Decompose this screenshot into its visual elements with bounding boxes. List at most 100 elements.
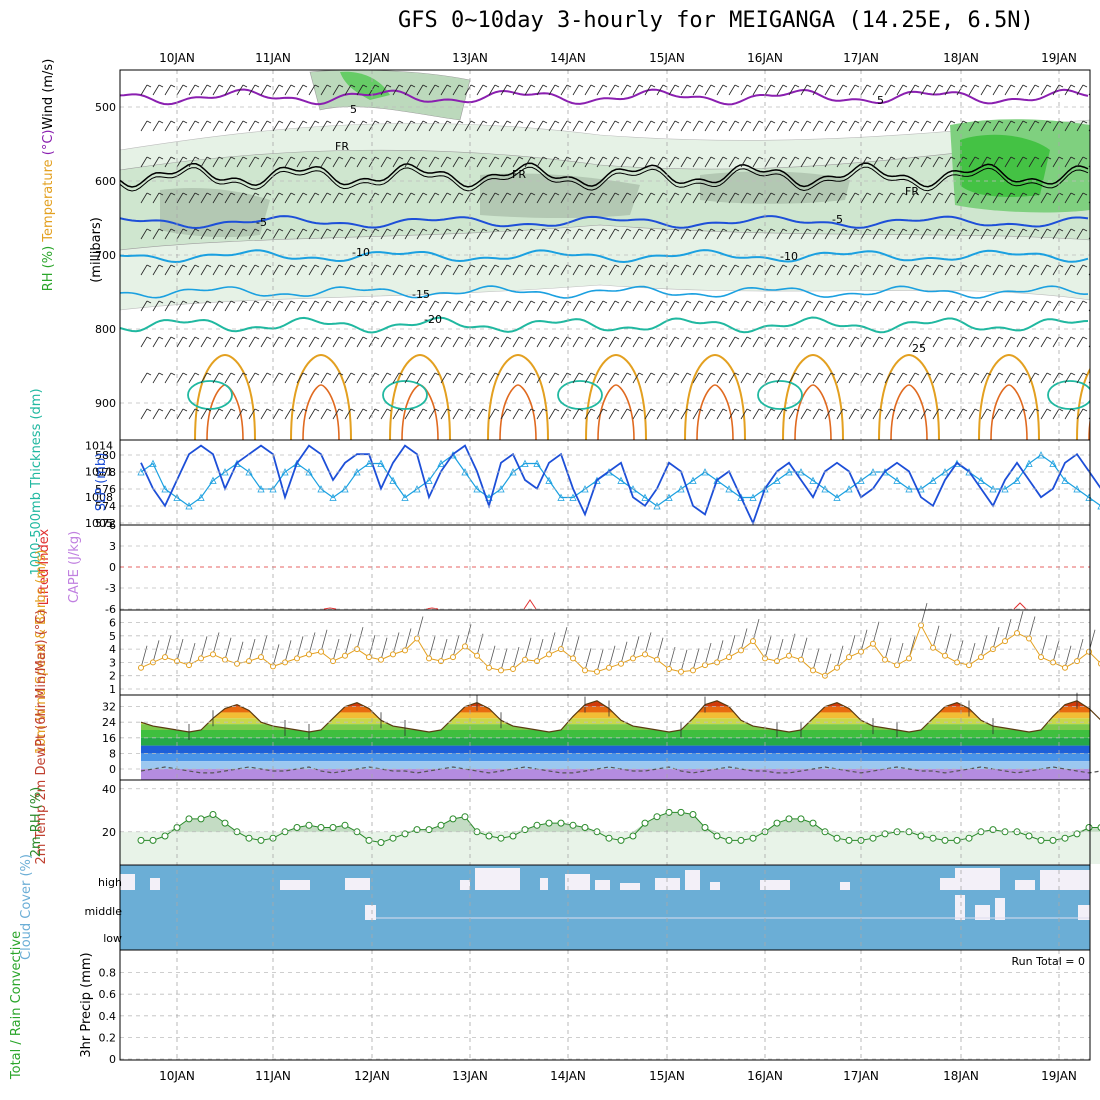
wind-barb: [476, 300, 484, 312]
wind-barb-flag: [1046, 300, 1052, 304]
wind-barb-flag: [722, 300, 728, 304]
cape-tick-label: 0: [109, 561, 116, 574]
wind-barb: [1076, 84, 1084, 96]
wind-barb: [620, 120, 628, 132]
wind-barb-10m: [848, 634, 856, 658]
wind-barb-10m: [584, 648, 592, 671]
wind-barb: [728, 156, 736, 168]
wind-barb: [392, 84, 400, 96]
wind-barb: [728, 84, 736, 96]
wind-barb: [740, 336, 748, 348]
wind-speed-point: [1002, 638, 1008, 645]
wind-barb: [440, 336, 448, 348]
wind-barb: [284, 120, 292, 132]
wind-barb: [764, 84, 772, 96]
wind-barb: [476, 192, 484, 204]
wind-barb: [848, 228, 856, 240]
wind-barb: [1064, 84, 1072, 96]
wind-barb: [632, 84, 640, 96]
wind-barb: [968, 156, 976, 168]
wind-barb: [824, 408, 832, 420]
wind-barb: [680, 264, 688, 276]
wind-barb-flag: [734, 120, 740, 124]
contour-25-dome: [487, 353, 549, 440]
wind-barb: [416, 264, 424, 276]
wind-barb-flag: [662, 336, 668, 340]
wind-barb: [440, 156, 448, 168]
wind-barb: [416, 84, 424, 96]
wind-barb: [752, 192, 760, 204]
wind-barb: [260, 84, 268, 96]
cloud-gap: [685, 870, 700, 890]
wind-barb: [404, 300, 412, 312]
wind-barb: [548, 156, 556, 168]
wind-barb: [800, 120, 808, 132]
wind-barb: [920, 228, 928, 240]
wind-barb-flag: [206, 120, 212, 124]
wind-barb: [1028, 300, 1036, 312]
wind-barb-flag: [674, 228, 680, 232]
wind-barb-flag: [626, 192, 632, 196]
wind-barb: [692, 84, 700, 96]
wind-barb: [728, 300, 736, 312]
wind-barb: [488, 120, 496, 132]
wind-barb-flag: [218, 120, 224, 124]
slp-tick-label: 1014: [85, 440, 113, 453]
wind-barb-flag: [1034, 192, 1040, 196]
wind-barb: [284, 264, 292, 276]
wind-barb: [344, 408, 352, 420]
wind-barb: [152, 228, 160, 240]
wind-barb-flag: [482, 192, 488, 196]
wind-barb: [932, 300, 940, 312]
rh-point: [293, 824, 301, 831]
wind-barb-flag: [338, 372, 344, 376]
wind-barb-flag: [458, 228, 464, 232]
wind-barb-flag: [986, 372, 992, 376]
wind-barb-flag: [1058, 156, 1064, 160]
wind-barb: [944, 372, 952, 384]
rh-point: [329, 824, 337, 831]
wind-barb-flag: [170, 336, 176, 340]
wind-barb: [176, 300, 184, 312]
wind-barb: [284, 408, 292, 420]
wind-barb: [572, 156, 580, 168]
wind-barb: [656, 120, 664, 132]
wind-barb-flag: [290, 372, 296, 376]
cloud-content: [120, 865, 1090, 950]
wind-barb-flag: [998, 120, 1004, 124]
cloud-gap: [655, 878, 680, 890]
wind-barb: [596, 408, 604, 420]
wind-barb-flag: [182, 228, 188, 232]
wind-barb-10m: [860, 629, 868, 652]
wind-barb-flag: [842, 120, 848, 124]
thickness-point: [929, 476, 937, 484]
li-ylabel: Lifted Index: [37, 528, 52, 605]
wind-barb-flag: [158, 264, 164, 268]
wind-barb-flag: [878, 192, 884, 196]
wind-barb: [224, 156, 232, 168]
contour-25-dome: [1076, 367, 1090, 440]
wind-barb-flag: [866, 192, 872, 196]
wind-barb: [260, 372, 268, 384]
wind-barb: [500, 300, 508, 312]
wind-barb: [968, 336, 976, 348]
wind-barb-flag: [350, 336, 356, 340]
wind-barb: [872, 408, 880, 420]
wind-barb-flag: [182, 120, 188, 124]
thickness-point: [713, 476, 721, 484]
wind-barb-10m: [1052, 640, 1060, 663]
wind-barb-10m: [200, 636, 208, 659]
wind-barb-flag: [554, 120, 560, 124]
wind-barb: [920, 264, 928, 276]
wind-barb-flag: [782, 192, 788, 196]
wind-barb-flag: [890, 300, 896, 304]
wind-barb: [200, 408, 208, 420]
wind-barb: [392, 192, 400, 204]
wind-barb-flag: [878, 156, 884, 160]
rh-point: [149, 836, 157, 844]
wind-barb: [212, 408, 220, 420]
wind-barb-flag: [1082, 156, 1088, 160]
wind-barb-10m: [176, 638, 184, 662]
wind-barb-flag: [818, 228, 824, 232]
wind-barb: [668, 408, 676, 420]
